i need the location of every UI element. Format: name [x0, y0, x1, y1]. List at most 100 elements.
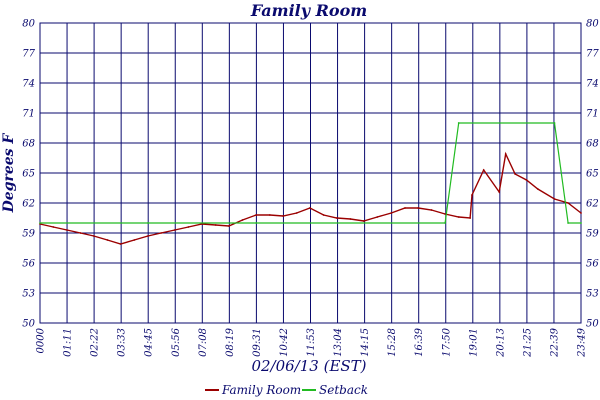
data-point-family-room	[567, 202, 569, 204]
data-point-family-room	[147, 235, 149, 237]
y-tick-label: 56	[22, 259, 35, 270]
data-point-family-room	[376, 216, 379, 218]
data-point-family-room	[268, 214, 271, 216]
y-tick-label-right: 77	[586, 49, 599, 60]
x-tick-label: 17:50	[441, 327, 452, 356]
x-tick-label: 09:31	[252, 328, 263, 357]
data-point-family-room	[469, 217, 471, 219]
data-point-family-room	[482, 169, 485, 171]
data-point-family-room	[580, 212, 582, 214]
data-point-setback	[255, 222, 258, 224]
y-axis-label: Degrees F	[1, 133, 17, 214]
y-tick-label: 62	[22, 199, 35, 210]
data-point-family-room	[553, 198, 556, 200]
x-tick-label: 05:56	[171, 327, 182, 356]
y-tick-label-right: 59	[586, 229, 599, 240]
data-point-family-room	[444, 213, 446, 215]
y-tick-label: 71	[22, 109, 35, 120]
data-point-family-room	[417, 207, 420, 209]
y-tick-label-right: 71	[586, 109, 599, 120]
data-point-family-room	[52, 226, 55, 228]
data-point-setback	[567, 222, 569, 224]
y-tick-label-right: 68	[586, 139, 599, 150]
data-point-family-room	[430, 209, 433, 211]
data-point-family-room	[173, 229, 176, 231]
x-tick-label: 10:42	[279, 328, 290, 357]
y-axis-left: 50 53 56 59 62 65 68 71 74 77 80	[22, 19, 35, 330]
data-point-setback	[147, 222, 149, 224]
legend-label-family-room: Family Room	[221, 383, 301, 397]
x-tick-label: 08:19	[225, 327, 236, 356]
x-tick-label: 14:15	[360, 328, 371, 357]
data-point-setback	[580, 222, 582, 224]
x-tick-label: 0000	[36, 327, 47, 353]
data-point-family-room	[404, 207, 406, 209]
y-tick-label: 80	[22, 19, 35, 30]
data-point-family-room	[160, 232, 163, 234]
y-tick-label-right: 62	[586, 199, 599, 210]
y-tick-label: 74	[22, 79, 35, 90]
series-layer	[39, 122, 582, 245]
data-point-family-room	[106, 239, 109, 241]
x-tick-label: 01:11	[63, 328, 74, 357]
y-axis-right: 50 53 56 59 62 65 68 71 74 77 80	[586, 19, 599, 330]
data-point-family-room	[228, 225, 230, 227]
data-point-family-room	[322, 214, 325, 216]
x-tick-label: 16:39	[414, 327, 425, 356]
x-tick-label: 02:22	[90, 328, 101, 357]
legend: Family Room Setback	[205, 383, 368, 397]
x-tick-label: 11:53	[306, 328, 317, 357]
y-tick-label: 50	[22, 319, 35, 330]
data-point-family-room	[214, 224, 217, 226]
data-point-family-room	[295, 212, 298, 214]
data-point-family-room	[309, 207, 311, 209]
x-tick-label: 23:49	[577, 327, 588, 357]
data-point-setback	[457, 122, 460, 124]
data-point-family-room	[92, 235, 95, 237]
data-point-family-room	[536, 188, 539, 190]
data-point-family-room	[187, 226, 190, 228]
data-point-family-room	[504, 153, 507, 155]
y-tick-label-right: 50	[586, 319, 599, 330]
data-point-family-room	[133, 239, 136, 241]
data-point-family-room	[241, 219, 244, 221]
y-tick-label-right: 65	[586, 169, 599, 180]
data-point-family-room	[525, 179, 528, 181]
data-point-family-room	[362, 220, 365, 222]
data-point-family-room	[498, 191, 501, 193]
data-point-family-room	[66, 229, 68, 231]
y-tick-label-right: 80	[586, 19, 599, 30]
data-point-family-room	[349, 218, 352, 220]
y-tick-label: 68	[22, 139, 35, 150]
data-point-family-room	[457, 216, 460, 218]
data-point-family-room	[471, 194, 473, 196]
data-point-setback	[39, 222, 41, 224]
x-tick-label: 19:01	[468, 328, 479, 357]
data-point-family-room	[335, 217, 338, 219]
x-tick-label: 13:04	[333, 328, 344, 357]
x-tick-label: 04:45	[144, 328, 155, 357]
x-axis: 0000 01:11 02:22 03:33 04:45 05:56 07:08 08:19 0…	[36, 327, 588, 357]
y-tick-label: 65	[22, 169, 35, 180]
plot-frame	[39, 22, 582, 324]
data-point-family-room	[514, 173, 516, 175]
grid-lines	[40, 23, 581, 323]
y-tick-label-right: 53	[586, 289, 599, 300]
y-tick-label-right: 74	[586, 79, 599, 90]
x-tick-label: 22:39	[549, 327, 560, 357]
y-tick-label: 77	[22, 49, 35, 60]
y-tick-label: 59	[22, 229, 35, 240]
data-point-family-room	[390, 212, 393, 214]
data-point-family-room	[255, 214, 258, 216]
x-tick-label: 15:28	[387, 328, 398, 357]
data-point-setback	[553, 122, 556, 124]
y-tick-label-right: 56	[586, 259, 599, 270]
chart-title: Family Room	[250, 1, 367, 20]
x-tick-label: 07:08	[198, 328, 209, 357]
data-point-family-room	[79, 232, 82, 234]
legend-label-setback: Setback	[319, 383, 368, 397]
x-tick-label: 03:33	[117, 328, 128, 357]
x-axis-label: 02/06/13 (EST)	[251, 357, 366, 375]
data-point-family-room	[119, 243, 122, 245]
